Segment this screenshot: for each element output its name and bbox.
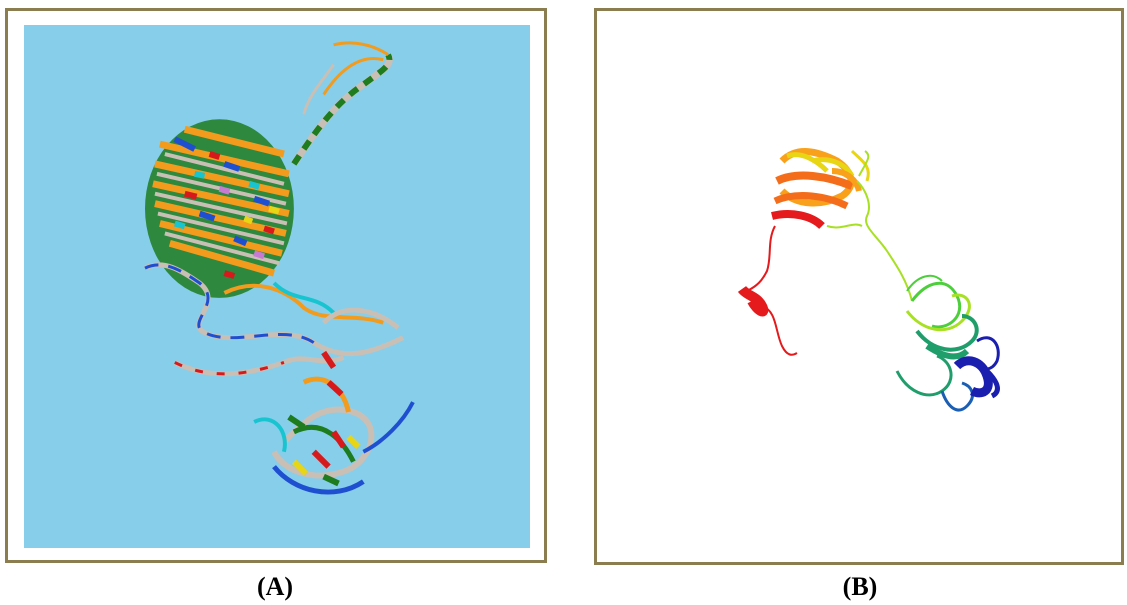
panel-a-background <box>24 25 530 548</box>
helix-extension-a <box>290 41 393 166</box>
globular-domain-a <box>253 350 415 495</box>
terminal-helix-b <box>737 225 798 356</box>
panel-a-frame <box>5 8 547 563</box>
panel-b-label: (B) <box>842 572 878 601</box>
sheet-domain-b <box>771 148 870 230</box>
globular-domain-b <box>895 274 1000 412</box>
loop-region-a <box>143 262 405 377</box>
beta-barrel-a <box>145 119 294 298</box>
panel-b-frame <box>594 8 1124 565</box>
panel-a-label: (A) <box>256 572 294 601</box>
protein-structure-a <box>143 41 415 495</box>
linker-b <box>826 150 913 302</box>
protein-structure-b <box>737 148 1000 412</box>
